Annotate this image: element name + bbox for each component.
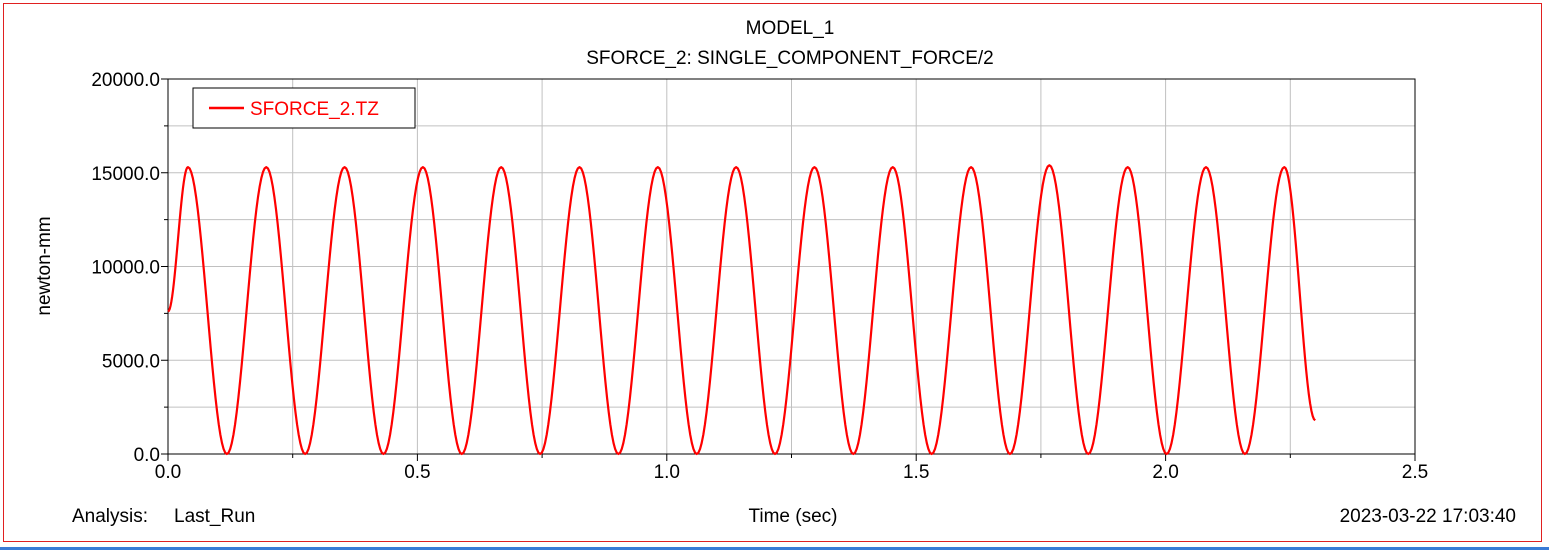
analysis-prefix: Analysis:: [72, 506, 148, 527]
legend: SFORCE_2.TZ: [192, 87, 416, 129]
x-tick-label: 2.0: [1152, 462, 1178, 483]
x-tick-label: 1.5: [903, 462, 929, 483]
y-tick-label: 15000.0: [91, 164, 160, 185]
x-tick-label: 2.5: [1402, 462, 1428, 483]
series-line: [167, 164, 1316, 456]
y-tick-label: 10000.0: [91, 258, 160, 279]
chart-title: MODEL_1: [746, 18, 835, 39]
y-axis-label: newton-mm: [34, 216, 55, 315]
plot-area: [167, 78, 1416, 455]
chart-subtitle: SFORCE_2: SINGLE_COMPONENT_FORCE/2: [586, 48, 994, 69]
plot-frame: [3, 3, 1542, 542]
timestamp: 2023-03-22 17:03:40: [1340, 506, 1516, 527]
y-tick-label: 20000.0: [91, 70, 160, 91]
x-axis-label: Time (sec): [748, 506, 837, 527]
y-tick-label: 5000.0: [102, 351, 160, 372]
x-tick-label: 0.0: [155, 462, 181, 483]
analysis-name: Last_Run: [174, 506, 255, 527]
y-tick-label: 0.0: [134, 445, 160, 466]
legend-label: SFORCE_2.TZ: [250, 99, 379, 120]
x-tick-label: 1.0: [654, 462, 680, 483]
x-tick-label: 0.5: [404, 462, 430, 483]
window-bottom-border: [0, 547, 1549, 550]
grid: [168, 79, 1415, 454]
series-layer: [167, 164, 1316, 456]
ticks: 0.0 0.5 1.0 1.5 2.0 2.5 0.0 5000.0 10000.0 15000.…: [91, 70, 1428, 483]
